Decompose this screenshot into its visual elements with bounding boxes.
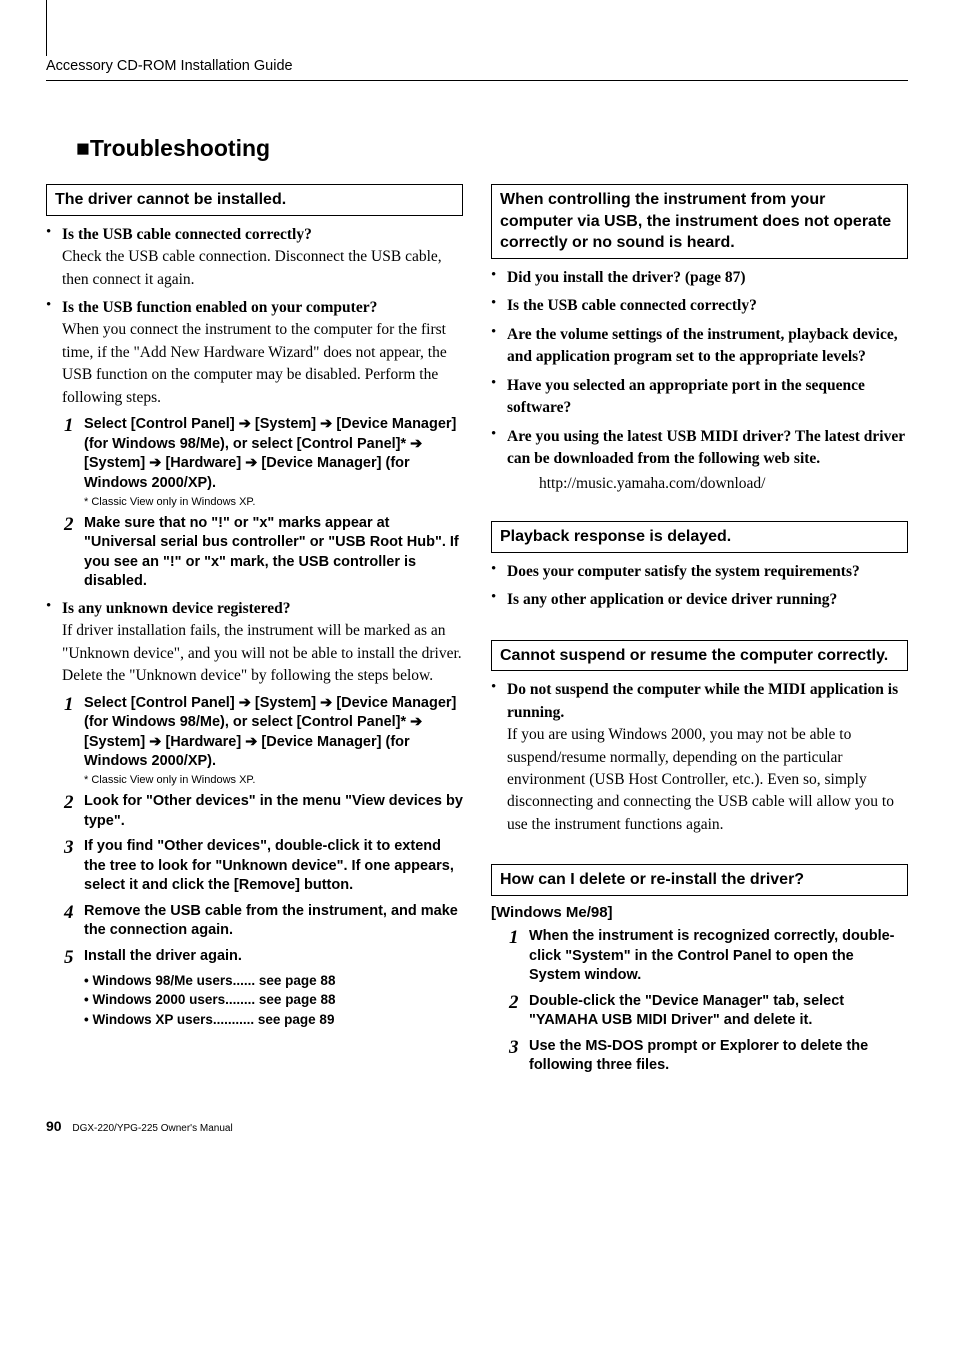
step-num: 1	[64, 415, 84, 493]
bullet-head: Is the USB function enabled on your comp…	[62, 297, 463, 319]
step-num: 1	[509, 927, 529, 986]
bullet-usb-cable: • Is the USB cable connected correctly? …	[46, 224, 463, 291]
bullet-text: If you are using Windows 2000, you may n…	[507, 724, 908, 836]
right-column: When controlling the instrument from you…	[491, 184, 908, 1078]
bullet-head: Is any other application or device drive…	[507, 589, 908, 611]
step-5b-install-again: 5 Install the driver again.	[64, 947, 463, 969]
bullet-text: Check the USB cable connection. Disconne…	[62, 246, 463, 291]
bullet-dot: •	[491, 426, 507, 471]
step-body: If you find "Other devices", double-clic…	[84, 837, 463, 896]
step-num: 2	[64, 514, 84, 592]
step-body: Look for "Other devices" in the menu "Vi…	[84, 792, 463, 831]
bullet-dot: •	[46, 224, 62, 291]
bullet-sys-req: • Does your computer satisfy the system …	[491, 561, 908, 583]
step-r1-system: 1 When the instrument is recognized corr…	[509, 927, 908, 986]
bullet-dot: •	[491, 679, 507, 836]
bullet-unknown-device: • Is any unknown device registered? If d…	[46, 598, 463, 688]
bullet-text: If driver installation fails, the instru…	[62, 620, 463, 687]
bullet-dot: •	[491, 561, 507, 583]
box-suspend-resume: Cannot suspend or resume the computer co…	[491, 640, 908, 672]
step-body: Use the MS-DOS prompt or Explorer to del…	[529, 1037, 908, 1076]
bullet-usb-cable-right: • Is the USB cable connected correctly?	[491, 295, 908, 317]
step-r3-msdos: 3 Use the MS-DOS prompt or Explorer to d…	[509, 1037, 908, 1076]
page-heading: ■Troubleshooting	[46, 135, 908, 162]
step-4b-remove-usb: 4 Remove the USB cable from the instrume…	[64, 902, 463, 941]
step-body: When the instrument is recognized correc…	[529, 927, 908, 986]
step-body: Double-click the "Device Manager" tab, s…	[529, 992, 908, 1031]
step-body: Install the driver again.	[84, 947, 463, 969]
step-num: 2	[509, 992, 529, 1031]
step-num: 4	[64, 902, 84, 941]
step-num: 1	[64, 694, 84, 772]
step-r2-device-manager: 2 Double-click the "Device Manager" tab,…	[509, 992, 908, 1031]
step-1-select-control-panel: 1 Select [Control Panel] ➔ [System] ➔ [D…	[64, 415, 463, 493]
page-footer: 90 DGX-220/YPG-225 Owner's Manual	[46, 1118, 908, 1134]
bullet-text: When you connect the instrument to the c…	[62, 319, 463, 409]
bullet-no-suspend: • Do not suspend the computer while the …	[491, 679, 908, 836]
step-num: 5	[64, 947, 84, 969]
bullet-usb-enabled: • Is the USB function enabled on your co…	[46, 297, 463, 409]
footer-manual-title: DGX-220/YPG-225 Owner's Manual	[72, 1123, 232, 1134]
see-page-2000: • Windows 2000 users........ see page 88	[84, 990, 463, 1010]
step-2-check-marks: 2 Make sure that no "!" or "x" marks app…	[64, 514, 463, 592]
bullet-head: Do not suspend the computer while the MI…	[507, 679, 908, 724]
bullet-head: Does your computer satisfy the system re…	[507, 561, 908, 583]
step-3b-find-other-devices: 3 If you find "Other devices", double-cl…	[64, 837, 463, 896]
step-body: Select [Control Panel] ➔ [System] ➔ [Dev…	[84, 415, 463, 493]
step-1b-select-control-panel: 1 Select [Control Panel] ➔ [System] ➔ [D…	[64, 694, 463, 772]
box-playback-delayed: Playback response is delayed.	[491, 521, 908, 553]
bullet-dot: •	[491, 589, 507, 611]
step-body: Make sure that no "!" or "x" marks appea…	[84, 514, 463, 592]
bullet-latest-driver: • Are you using the latest USB MIDI driv…	[491, 426, 908, 471]
os-title-win-me-98: [Windows Me/98]	[491, 904, 908, 921]
bullet-head: Is any unknown device registered?	[62, 598, 463, 620]
bullet-dot: •	[46, 598, 62, 688]
bullet-head: Are the volume settings of the instrumen…	[507, 324, 908, 369]
page-number: 90	[46, 1118, 62, 1134]
running-title: Accessory CD-ROM Installation Guide	[46, 58, 908, 81]
margin-rule	[46, 0, 47, 56]
bullet-other-app: • Is any other application or device dri…	[491, 589, 908, 611]
step-body: Remove the USB cable from the instrument…	[84, 902, 463, 941]
footnote-classic-view: * Classic View only in Windows XP.	[84, 774, 463, 786]
bullet-dot: •	[491, 267, 507, 289]
bullet-head: Have you selected an appropriate port in…	[507, 375, 908, 420]
bullet-dot: •	[491, 295, 507, 317]
bullet-head: Are you using the latest USB MIDI driver…	[507, 426, 908, 471]
bullet-dot: •	[491, 324, 507, 369]
footnote-classic-view: * Classic View only in Windows XP.	[84, 496, 463, 508]
bullet-volume: • Are the volume settings of the instrum…	[491, 324, 908, 369]
box-driver-cannot-install: The driver cannot be installed.	[46, 184, 463, 216]
step-body: Select [Control Panel] ➔ [System] ➔ [Dev…	[84, 694, 463, 772]
left-column: The driver cannot be installed. • Is the…	[46, 184, 463, 1078]
bullet-head: Is the USB cable connected correctly?	[507, 295, 908, 317]
bullet-head: Is the USB cable connected correctly?	[62, 224, 463, 246]
box-delete-reinstall: How can I delete or re-install the drive…	[491, 864, 908, 896]
step-2b-look-other-devices: 2 Look for "Other devices" in the menu "…	[64, 792, 463, 831]
bullet-dot: •	[46, 297, 62, 409]
step-num: 3	[509, 1037, 529, 1076]
step-num: 2	[64, 792, 84, 831]
heading-marker: ■	[76, 135, 90, 161]
heading-text: Troubleshooting	[90, 135, 270, 161]
step-num: 3	[64, 837, 84, 896]
see-page-xp: • Windows XP users........... see page 8…	[84, 1010, 463, 1030]
bullet-port: • Have you selected an appropriate port …	[491, 375, 908, 420]
box-control-usb-no-sound: When controlling the instrument from you…	[491, 184, 908, 259]
driver-url: http://music.yamaha.com/download/	[539, 473, 908, 495]
bullet-head: Did you install the driver? (page 87)	[507, 267, 908, 289]
see-page-98me: • Windows 98/Me users...... see page 88	[84, 971, 463, 991]
bullet-install-driver: • Did you install the driver? (page 87)	[491, 267, 908, 289]
bullet-dot: •	[491, 375, 507, 420]
